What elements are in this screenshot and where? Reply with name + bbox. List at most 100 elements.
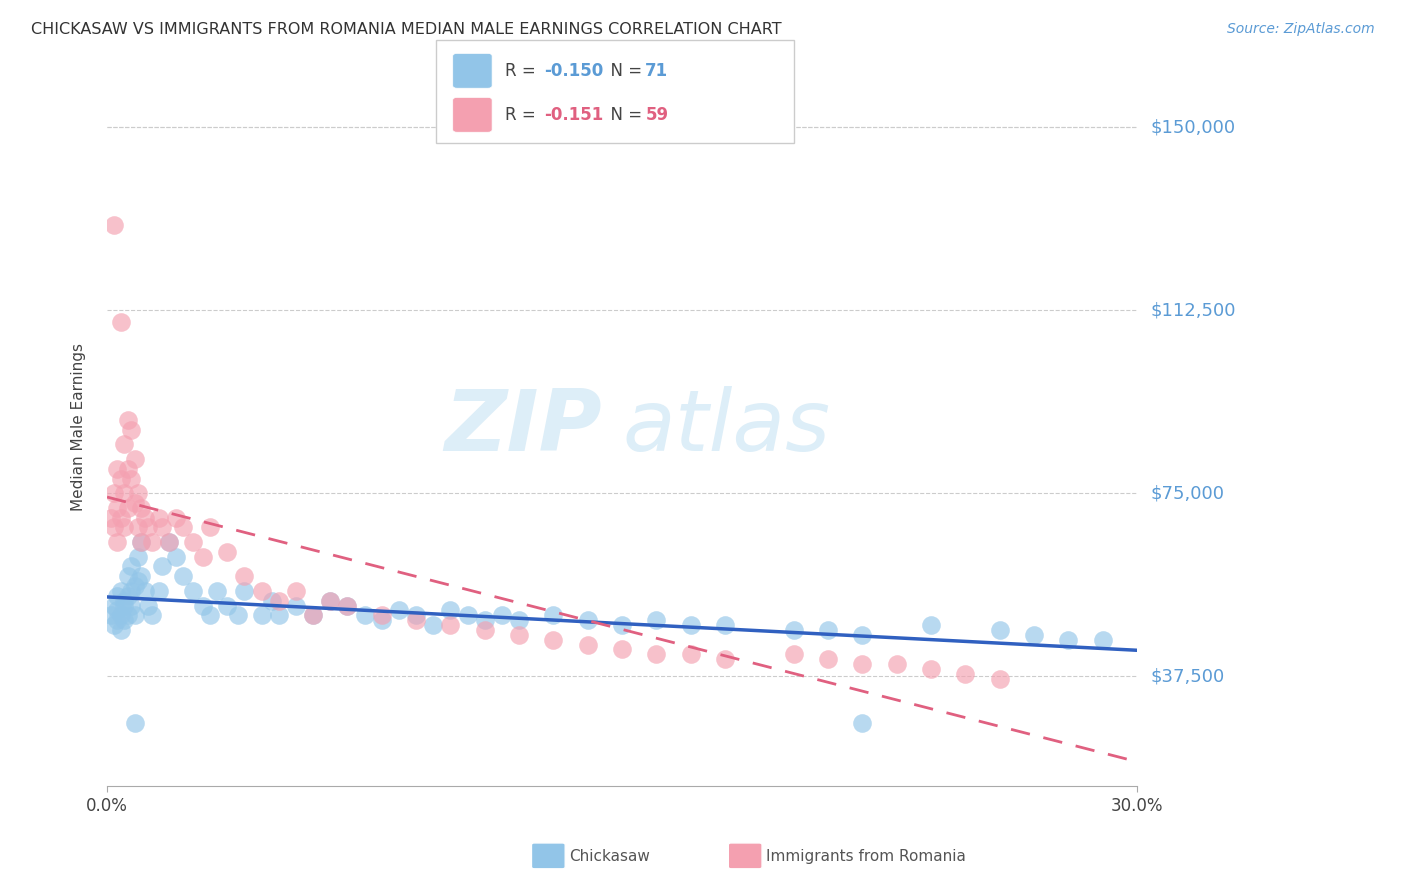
Text: ZIP: ZIP (444, 386, 602, 469)
Point (110, 472, 132, 486)
Point (388, 603, 411, 617)
Point (136, 520, 159, 534)
Point (105, 589, 128, 603)
Point (457, 608, 479, 623)
Text: 59: 59 (645, 106, 668, 124)
Point (165, 510, 187, 524)
Point (198, 520, 221, 534)
Text: -0.151: -0.151 (544, 106, 603, 124)
Text: R =: R = (505, 62, 541, 79)
Point (782, 623, 804, 637)
Point (250, 608, 273, 623)
Text: CHICKASAW VS IMMIGRANTS FROM ROMANIA MEDIAN MALE EARNINGS CORRELATION CHART: CHICKASAW VS IMMIGRANTS FROM ROMANIA MED… (31, 22, 782, 37)
Point (134, 510, 156, 524)
Point (120, 472, 142, 486)
Point (110, 583, 132, 598)
Point (474, 613, 496, 627)
Point (131, 500, 153, 515)
Point (610, 642, 633, 657)
Point (120, 599, 142, 613)
Point (226, 608, 249, 623)
Point (131, 569, 153, 583)
Point (886, 657, 908, 672)
Point (302, 608, 325, 623)
Point (817, 623, 839, 637)
Point (217, 599, 239, 613)
Point (474, 623, 496, 637)
Point (260, 593, 283, 607)
Point (714, 618, 737, 632)
Point (405, 613, 427, 627)
Point (988, 623, 1011, 637)
Point (141, 608, 163, 623)
Point (645, 648, 668, 662)
Point (782, 648, 804, 662)
Point (100, 608, 122, 623)
Text: $75,000: $75,000 (1152, 484, 1225, 502)
Point (217, 545, 239, 559)
Point (817, 652, 839, 666)
Point (205, 583, 228, 598)
Point (1022, 628, 1045, 642)
Point (117, 608, 139, 623)
Point (714, 652, 737, 666)
Point (127, 486, 149, 500)
Point (508, 613, 530, 627)
Point (319, 593, 342, 607)
Point (920, 618, 942, 632)
Point (112, 520, 135, 534)
Point (353, 608, 375, 623)
Y-axis label: Median Male Earnings: Median Male Earnings (72, 343, 86, 511)
Point (157, 535, 180, 549)
Point (851, 657, 873, 672)
Point (284, 583, 307, 598)
Point (679, 618, 702, 632)
Text: atlas: atlas (621, 386, 830, 469)
Point (543, 632, 565, 647)
Point (110, 315, 132, 329)
Point (165, 549, 187, 564)
Point (576, 638, 599, 652)
Point (267, 593, 290, 607)
Point (172, 520, 194, 534)
Point (198, 608, 221, 623)
Point (955, 666, 977, 681)
Point (193, 549, 215, 564)
Point (1091, 632, 1114, 647)
Point (103, 520, 125, 534)
Point (851, 715, 873, 730)
Point (105, 613, 128, 627)
Point (112, 437, 135, 451)
Point (148, 583, 170, 598)
Point (112, 486, 135, 500)
Point (103, 218, 125, 232)
Text: R =: R = (505, 106, 541, 124)
Point (124, 452, 146, 467)
Point (181, 535, 204, 549)
Point (103, 486, 125, 500)
Point (150, 559, 173, 574)
Point (117, 462, 139, 476)
Point (136, 599, 159, 613)
Point (336, 599, 359, 613)
Point (124, 579, 146, 593)
Point (112, 613, 135, 627)
Point (124, 715, 146, 730)
Point (110, 623, 132, 637)
Point (112, 593, 135, 607)
Point (284, 599, 307, 613)
Text: Source: ZipAtlas.com: Source: ZipAtlas.com (1227, 22, 1375, 37)
Point (117, 589, 139, 603)
Point (127, 520, 149, 534)
Text: $150,000: $150,000 (1152, 118, 1236, 136)
Point (120, 423, 142, 437)
Point (181, 583, 204, 598)
Point (193, 599, 215, 613)
Point (439, 618, 461, 632)
Text: Immigrants from Romania: Immigrants from Romania (766, 849, 966, 863)
Point (131, 535, 153, 549)
Point (439, 603, 461, 617)
Point (141, 535, 163, 549)
Text: N =: N = (600, 62, 648, 79)
Point (103, 618, 125, 632)
